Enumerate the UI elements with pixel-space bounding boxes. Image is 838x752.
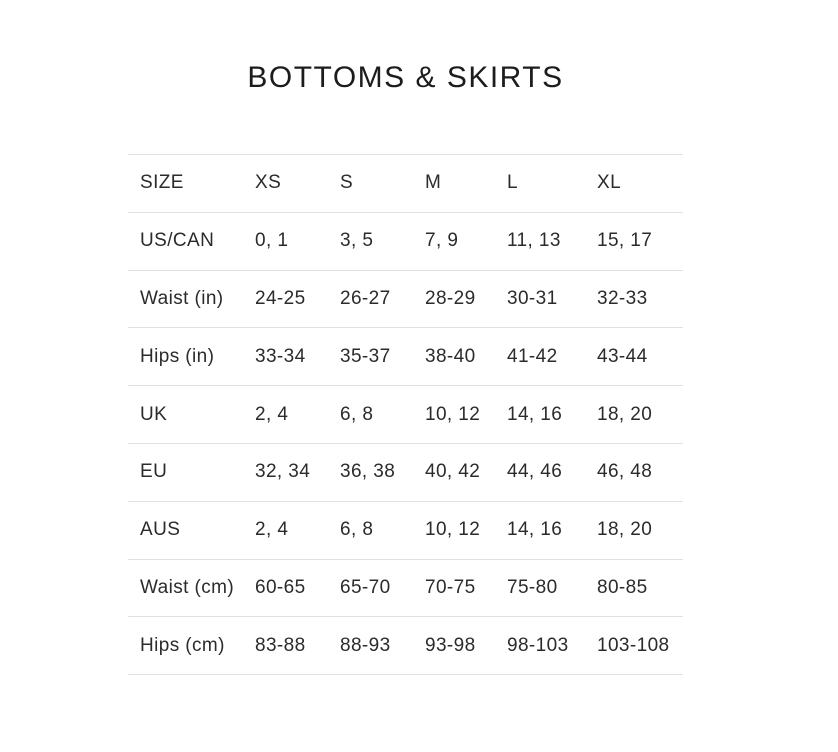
row-label: Waist (in) [128, 270, 243, 329]
size-cell: 6, 8 [328, 501, 413, 560]
table-row-eu: EU 32, 34 36, 38 40, 42 44, 46 46, 48 [128, 443, 683, 502]
column-header-m: M [413, 154, 495, 213]
row-label: Hips (cm) [128, 616, 243, 676]
size-cell: 7, 9 [413, 212, 495, 271]
row-label: AUS [128, 501, 243, 560]
table-row-waist-cm: Waist (cm) 60-65 65-70 70-75 75-80 80-85 [128, 559, 683, 618]
size-cell: 35-37 [328, 327, 413, 387]
size-cell: 6, 8 [328, 385, 413, 444]
row-label: US/CAN [128, 212, 243, 271]
size-cell: 46, 48 [585, 443, 683, 502]
size-cell: 30-31 [495, 270, 585, 329]
size-cell: 33-34 [243, 327, 328, 387]
table-row-us-can: US/CAN 0, 1 3, 5 7, 9 11, 13 15, 17 [128, 212, 683, 271]
table-row-uk: UK 2, 4 6, 8 10, 12 14, 16 18, 20 [128, 385, 683, 444]
size-cell: 14, 16 [495, 501, 585, 560]
size-cell: 26-27 [328, 270, 413, 329]
size-cell: 88-93 [328, 616, 413, 676]
size-cell: 70-75 [413, 559, 495, 618]
size-guide-page: BOTTOMS & SKIRTS SIZE XS S M L XL US/CAN… [128, 60, 683, 676]
size-cell: 11, 13 [495, 212, 585, 271]
size-cell: 93-98 [413, 616, 495, 676]
size-cell: 103-108 [585, 616, 683, 676]
row-label: Waist (cm) [128, 559, 243, 618]
row-label: UK [128, 385, 243, 444]
size-cell: 24-25 [243, 270, 328, 329]
size-cell: 36, 38 [328, 443, 413, 502]
column-header-xs: XS [243, 154, 328, 213]
size-cell: 60-65 [243, 559, 328, 618]
size-cell: 18, 20 [585, 385, 683, 444]
table-row-aus: AUS 2, 4 6, 8 10, 12 14, 16 18, 20 [128, 501, 683, 560]
size-cell: 18, 20 [585, 501, 683, 560]
size-cell: 15, 17 [585, 212, 683, 271]
size-cell: 98-103 [495, 616, 585, 676]
column-header-s: S [328, 154, 413, 213]
size-cell: 28-29 [413, 270, 495, 329]
size-cell: 32, 34 [243, 443, 328, 502]
size-chart-section: BOTTOMS & SKIRTS SIZE XS S M L XL US/CAN… [128, 60, 683, 676]
column-header-l: L [495, 154, 585, 213]
size-cell: 14, 16 [495, 385, 585, 444]
size-cell: 83-88 [243, 616, 328, 676]
page-title: BOTTOMS & SKIRTS [247, 61, 564, 94]
size-cell: 44, 46 [495, 443, 585, 502]
size-cell: 3, 5 [328, 212, 413, 271]
column-header-size: SIZE [128, 154, 243, 213]
size-cell: 2, 4 [243, 385, 328, 444]
row-label: Hips (in) [128, 327, 243, 387]
header-row: SIZE XS S M L XL [128, 154, 683, 213]
size-cell: 80-85 [585, 559, 683, 618]
row-label: EU [128, 443, 243, 502]
column-header-xl: XL [585, 154, 683, 213]
size-cell: 32-33 [585, 270, 683, 329]
size-cell: 2, 4 [243, 501, 328, 560]
size-cell: 38-40 [413, 327, 495, 387]
size-cell: 41-42 [495, 327, 585, 387]
size-cell: 10, 12 [413, 385, 495, 444]
size-cell: 10, 12 [413, 501, 495, 560]
table-row-hips-cm: Hips (cm) 83-88 88-93 93-98 98-103 103-1… [128, 616, 683, 676]
size-cell: 75-80 [495, 559, 585, 618]
size-cell: 0, 1 [243, 212, 328, 271]
table-row-hips-in: Hips (in) 33-34 35-37 38-40 41-42 43-44 [128, 327, 683, 387]
size-cell: 65-70 [328, 559, 413, 618]
size-chart-table: SIZE XS S M L XL US/CAN 0, 1 3, 5 7, 9 1… [128, 154, 683, 676]
size-cell: 40, 42 [413, 443, 495, 502]
size-cell: 43-44 [585, 327, 683, 387]
table-row-waist-in: Waist (in) 24-25 26-27 28-29 30-31 32-33 [128, 270, 683, 329]
